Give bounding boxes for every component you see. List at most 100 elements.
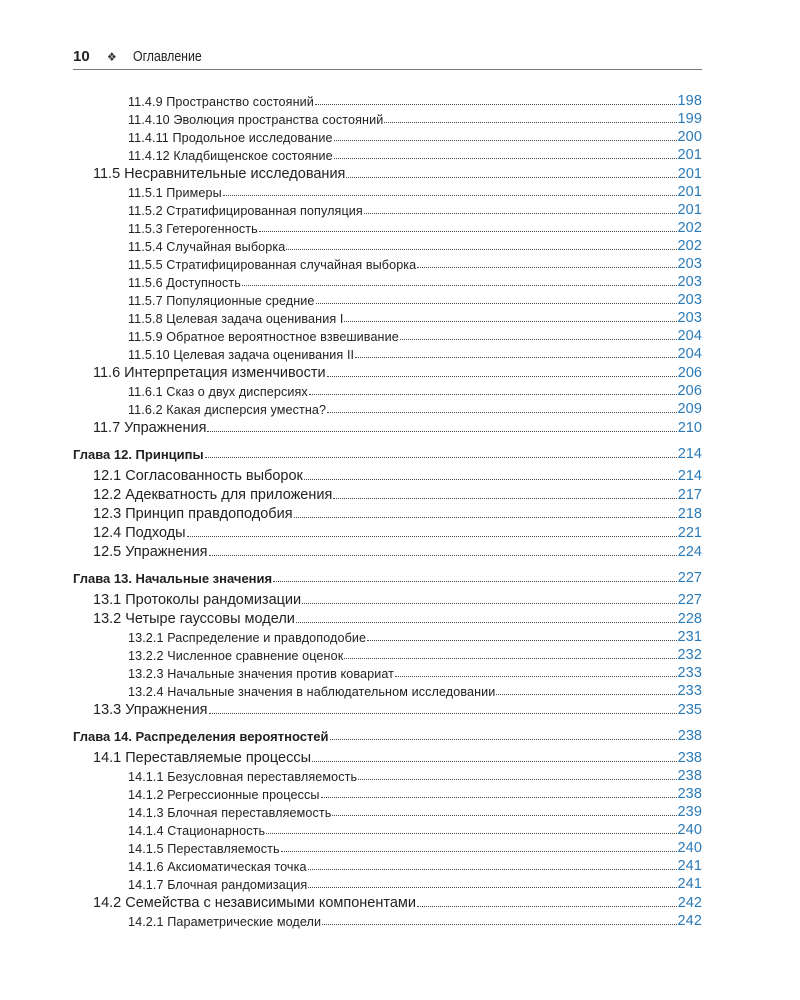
toc-page-link[interactable]: 224	[677, 544, 702, 560]
toc-page-link[interactable]: 204	[677, 328, 702, 344]
toc-page-link[interactable]: 204	[677, 346, 702, 362]
toc-subsection[interactable]: 14.1.4 Стационарность 240	[73, 820, 702, 838]
dot-leader	[327, 412, 677, 413]
toc-page-link[interactable]: 214	[677, 446, 702, 462]
toc-page-link[interactable]: 240	[677, 840, 702, 856]
toc-page-link[interactable]: 228	[677, 611, 702, 627]
toc-page-link[interactable]: 227	[677, 592, 702, 608]
toc-subsection[interactable]: 11.5.1 Примеры 201	[73, 182, 702, 200]
toc-subsection[interactable]: 11.4.10 Эволюция пространства состояний 1…	[73, 109, 702, 127]
toc-subsection[interactable]: 13.2.1 Распределение и правдоподобие 231	[73, 627, 702, 645]
toc-page-link[interactable]: 203	[677, 256, 702, 272]
toc-subsection[interactable]: 11.5.4 Случайная выборка 202	[73, 236, 702, 254]
toc-section[interactable]: 11.5 Несравнительные исследования 201	[73, 163, 702, 182]
toc-subsection[interactable]: 11.5.3 Гетерогенность 202	[73, 218, 702, 236]
toc-entry-title: 13.2.4 Начальные значения в наблюдательн…	[128, 685, 496, 699]
toc-subsection[interactable]: 14.1.6 Аксиоматическая точка 241	[73, 856, 702, 874]
toc-subsection[interactable]: 11.4.9 Пространство состояний 198	[73, 91, 702, 109]
toc-entry-title: 12.3 Принцип правдоподобия	[93, 506, 293, 522]
toc-section[interactable]: 13.1 Протоколы рандомизации 227	[73, 589, 702, 608]
toc-subsection[interactable]: 11.5.10 Целевая задача оценивания II 204	[73, 344, 702, 362]
toc-entry-title: 11.5.8 Целевая задача оценивания I	[128, 312, 344, 326]
toc-section[interactable]: 11.7 Упражнения 210	[73, 417, 702, 436]
toc-subsection[interactable]: 11.5.5 Стратифицированная случайная выбо…	[73, 254, 702, 272]
toc-subsection[interactable]: 13.2.4 Начальные значения в наблюдательн…	[73, 681, 702, 699]
toc-page-link[interactable]: 240	[677, 822, 702, 838]
toc-subsection[interactable]: 11.6.1 Сказ о двух дисперсиях 206	[73, 381, 702, 399]
toc-section[interactable]: 12.3 Принцип правдоподобия 218	[73, 503, 702, 522]
toc-page-link[interactable]: 203	[677, 310, 702, 326]
toc-subsection[interactable]: 13.2.3 Начальные значения против ковариа…	[73, 663, 702, 681]
toc-page-link[interactable]: 217	[677, 487, 702, 503]
toc-page-link[interactable]: 238	[677, 768, 702, 784]
toc-page-link[interactable]: 221	[677, 525, 702, 541]
toc-page-link[interactable]: 218	[677, 506, 702, 522]
toc-page-link[interactable]: 202	[677, 238, 702, 254]
toc-page-link[interactable]: 202	[677, 220, 702, 236]
toc-page-link[interactable]: 209	[677, 401, 702, 417]
toc-page-link[interactable]: 199	[677, 111, 702, 127]
toc-page-link[interactable]: 238	[677, 786, 702, 802]
toc-page-link[interactable]: 238	[677, 750, 702, 766]
toc-entry-title: 11.5.1 Примеры	[128, 186, 222, 200]
toc-page-link[interactable]: 198	[677, 93, 702, 109]
toc-section[interactable]: 14.2 Семейства с независимыми компонента…	[73, 892, 702, 911]
toc-page-link[interactable]: 201	[677, 184, 702, 200]
toc-page-link[interactable]: 231	[677, 629, 702, 645]
toc-page-link[interactable]: 201	[677, 147, 702, 163]
toc-section[interactable]: 11.6 Интерпретация изменчивости 206	[73, 362, 702, 381]
toc-page-link[interactable]: 239	[677, 804, 702, 820]
toc-subsection[interactable]: 13.2.2 Численное сравнение оценок 232	[73, 645, 702, 663]
toc-page-link[interactable]: 241	[677, 858, 702, 874]
toc-section[interactable]: 12.5 Упражнения 224	[73, 541, 702, 560]
toc-section[interactable]: 13.3 Упражнения 235	[73, 699, 702, 718]
toc-page-link[interactable]: 241	[677, 876, 702, 892]
toc-page-link[interactable]: 203	[677, 292, 702, 308]
toc-subsection[interactable]: 11.6.2 Какая дисперсия уместна? 209	[73, 399, 702, 417]
toc-subsection[interactable]: 11.5.6 Доступность 203	[73, 272, 702, 290]
toc-page-link[interactable]: 235	[677, 702, 702, 718]
toc-page-link[interactable]: 227	[677, 570, 702, 586]
toc-subsection[interactable]: 11.5.2 Стратифицированная популяция 201	[73, 200, 702, 218]
toc-subsection[interactable]: 11.5.7 Популяционные средние 203	[73, 290, 702, 308]
toc-chapter[interactable]: Глава 13. Начальные значения 227	[73, 566, 702, 586]
toc-page-link[interactable]: 203	[677, 274, 702, 290]
toc-subsection[interactable]: 14.2.1 Параметрические модели 242	[73, 911, 702, 929]
toc-section[interactable]: 12.4 Подходы 221	[73, 522, 702, 541]
toc-section[interactable]: 13.2 Четыре гауссовы модели 228	[73, 608, 702, 627]
toc-chapter[interactable]: Глава 14. Распределения вероятностей 238	[73, 724, 702, 744]
toc-section[interactable]: 12.1 Согласованность выборок 214	[73, 465, 702, 484]
toc-page-link[interactable]: 214	[677, 468, 702, 484]
toc-page-link[interactable]: 233	[677, 665, 702, 681]
toc-page-link[interactable]: 206	[677, 383, 702, 399]
toc-section[interactable]: 14.1 Переставляемые процессы 238	[73, 747, 702, 766]
toc-subsection[interactable]: 14.1.3 Блочная переставляемость 239	[73, 802, 702, 820]
toc-subsection[interactable]: 14.1.1 Безусловная переставляемость 238	[73, 766, 702, 784]
toc-section[interactable]: 12.2 Адекватность для приложения 217	[73, 484, 702, 503]
toc-page-link[interactable]: 233	[677, 683, 702, 699]
toc-subsection[interactable]: 11.5.9 Обратное вероятностное взвешивани…	[73, 326, 702, 344]
toc-chapter[interactable]: Глава 12. Принципы 214	[73, 442, 702, 462]
toc-page-link[interactable]: 238	[677, 728, 702, 744]
toc-page-link[interactable]: 206	[677, 365, 702, 381]
toc-page-link[interactable]: 242	[677, 895, 702, 911]
page-number: 10	[73, 48, 90, 65]
toc-entry-title: 13.3 Упражнения	[93, 702, 208, 718]
toc-page-link[interactable]: 201	[677, 202, 702, 218]
toc-subsection[interactable]: 11.5.8 Целевая задача оценивания I 203	[73, 308, 702, 326]
dot-leader	[329, 739, 677, 740]
toc-page-link[interactable]: 201	[677, 166, 702, 182]
toc-entry-title: 11.6.1 Сказ о двух дисперсиях	[128, 385, 308, 399]
toc-page-link[interactable]: 242	[677, 913, 702, 929]
toc-page-link[interactable]: 232	[677, 647, 702, 663]
toc-subsection[interactable]: 11.4.12 Кладбищенское состояние 201	[73, 145, 702, 163]
toc-subsection[interactable]: 14.1.7 Блочная рандомизация 241	[73, 874, 702, 892]
dot-leader	[312, 761, 677, 762]
toc-entry-title: 14.1 Переставляемые процессы	[93, 750, 311, 766]
toc-subsection[interactable]: 14.1.5 Переставляемость 240	[73, 838, 702, 856]
toc-subsection[interactable]: 14.1.2 Регрессионные процессы 238	[73, 784, 702, 802]
toc-page-link[interactable]: 210	[677, 420, 702, 436]
toc-page-link[interactable]: 200	[677, 129, 702, 145]
toc-subsection[interactable]: 11.4.11 Продольное исследование 200	[73, 127, 702, 145]
dot-leader	[286, 249, 677, 250]
